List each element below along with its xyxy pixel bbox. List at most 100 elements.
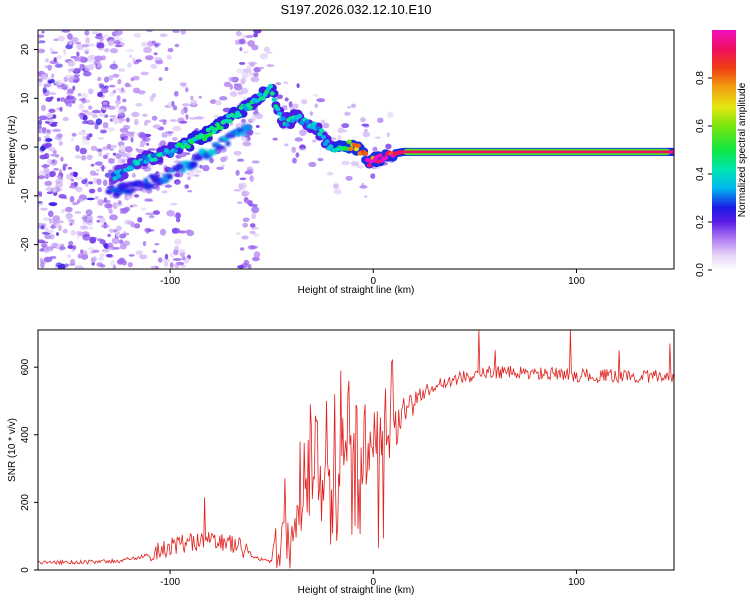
spectrogram-speckle [59,243,65,247]
spectrogram-speckle [158,77,163,81]
colorbar-tick-label: 0.0 [695,263,706,277]
spectrogram-speckle [242,141,252,147]
spectrogram-speckle [49,47,54,52]
spectrogram-speckle [62,163,68,167]
spectrogram-speckle [312,139,317,143]
spectrogram-speckle [245,34,254,39]
spectrogram-speckle [61,30,70,33]
spectrogram-speckle [284,97,289,102]
spectrogram-speckle [148,215,155,219]
spectrogram-ridge-core [355,143,361,148]
spectrogram-speckle [102,242,109,248]
spectrogram-speckle [70,182,75,187]
spectrogram-speckle [252,72,259,77]
spectrogram-speckle [62,228,68,234]
spectrogram-speckle [377,117,384,124]
spectrogram-speckle [249,230,256,235]
spectrogram-speckle [118,239,124,244]
spectrogram-speckle [82,135,87,141]
spectrogram-speckle [245,191,250,196]
spectrogram-speckle [45,138,53,142]
spectrogram-speckle [240,77,247,84]
spectrogram-speckle [38,115,48,121]
spectrogram-speckle [139,254,148,260]
spectrogram-speckle [126,152,133,157]
spectrogram-speckle [102,199,111,204]
spectrogram-speckle [73,74,81,77]
spectrogram-speckle [63,48,67,55]
spectrogram-ridge-core [267,83,274,89]
spectrogram-speckle [101,164,105,172]
spectrogram-speckle [90,145,98,151]
spectrogram-ridge-blob [129,187,136,193]
spectrogram-speckle [107,127,116,132]
spectrogram-speckle [58,169,63,175]
spectrogram-speckle [347,105,352,109]
spectrogram-speckle [154,43,159,48]
spectrogram-speckle [59,246,66,251]
spectrogram-speckle [78,103,85,110]
spectrogram-speckle [121,87,125,93]
spectrogram-speckle [88,105,93,110]
spectrogram-speckle [118,144,128,152]
spectrogram-speckle [90,236,97,240]
spectrogram-speckle [62,116,69,122]
spectrogram-speckle [63,76,68,83]
spectrogram-speckle [38,175,45,180]
spectrogram-speckle [194,174,200,177]
spectrogram-ridge-core [227,119,233,124]
spectrogram-speckle [104,48,110,53]
spectrogram-speckle [53,168,59,171]
spectrogram-speckle [117,79,122,85]
spectrogram-speckle [185,114,189,120]
spectrogram-speckle [77,56,86,63]
spectrogram-speckle [43,77,52,81]
spectrogram-speckle [175,180,181,185]
spectrogram-speckle [88,226,94,230]
spectrogram-speckle [73,181,78,187]
spectrogram-speckle [173,214,177,218]
spectrogram-speckle [146,229,155,232]
spectrogram-speckle [96,238,103,242]
spectrogram-speckle [198,95,202,99]
spectrogram-speckle [134,187,144,192]
spectrogram-speckle [94,196,99,200]
spectrogram-ridge-blob [240,131,247,136]
spectrogram-speckle [109,48,118,54]
spectrogram-speckle [92,256,97,262]
spectrogram-speckle [255,125,260,128]
spectrogram-speckle [96,219,101,223]
spectrogram-speckle [112,229,118,233]
spectrogram-speckle [250,76,260,83]
spectrogram-speckle [133,32,142,38]
spectrogram-speckle [236,68,246,74]
spectrogram-speckle [94,124,99,130]
spectrogram-ridge-core [277,111,283,117]
spectrogram-speckle [56,107,60,111]
spectrogram-speckle [38,37,41,42]
spectrogram-speckle [151,40,156,44]
spectrogram-speckle [152,124,161,129]
spectrogram-ridge-core [236,113,242,118]
spectrogram-speckle [145,212,154,216]
spectrogram-speckle [125,132,132,137]
spectrogram-speckle [56,175,62,179]
spectrogram-speckle [175,159,180,164]
spectrogram-speckle [115,231,121,238]
spectrogram-speckle [341,160,351,166]
spectrogram-speckle [110,260,115,266]
spectrogram-speckle [67,88,74,94]
spectrogram-speckle [46,191,53,195]
spectrogram-speckle [50,51,59,54]
spectrogram-speckle [91,31,100,35]
spectrogram-x-tick-label: 100 [568,276,585,287]
spectrogram-speckle [109,91,115,97]
spectrogram-speckle [239,47,243,52]
spectrogram-speckle [180,265,186,268]
spectrogram-speckle [246,65,251,71]
spectrogram-speckle [161,132,168,138]
spectrogram-speckle [82,214,86,222]
spectrogram-speckle [242,136,247,142]
spectrogram-speckle [98,257,104,261]
